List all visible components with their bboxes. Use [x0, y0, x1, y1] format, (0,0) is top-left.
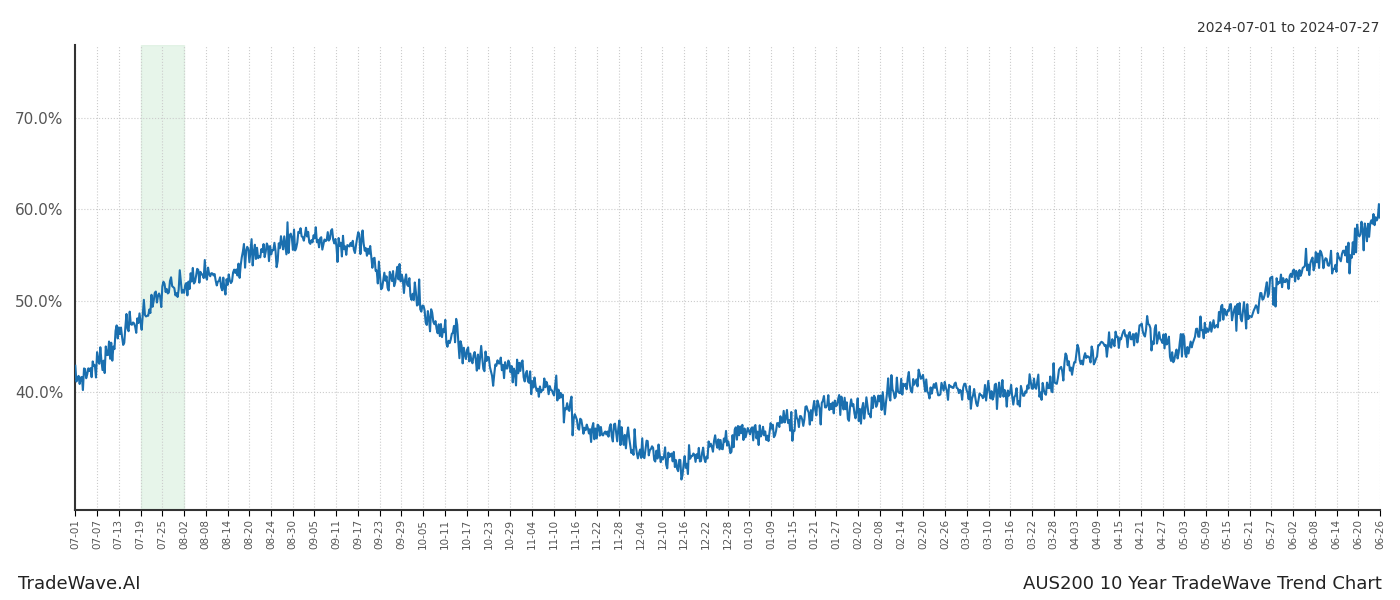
Text: AUS200 10 Year TradeWave Trend Chart: AUS200 10 Year TradeWave Trend Chart	[1023, 575, 1382, 593]
Text: TradeWave.AI: TradeWave.AI	[18, 575, 140, 593]
Text: 2024-07-01 to 2024-07-27: 2024-07-01 to 2024-07-27	[1197, 21, 1379, 35]
Bar	[140, 45, 183, 511]
